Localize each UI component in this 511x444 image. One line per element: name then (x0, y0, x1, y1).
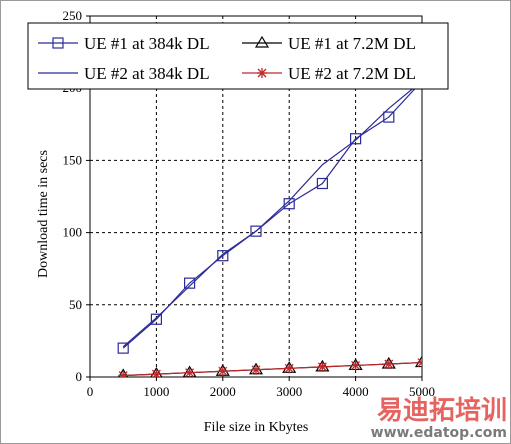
series-1-point (350, 133, 362, 145)
series-line-1 (122, 80, 422, 349)
legend-label-2: UE #2 at 384k DL (84, 64, 210, 83)
x-tick-label: 2000 (210, 384, 236, 399)
y-tick-label: 150 (63, 152, 83, 167)
series-layer (117, 75, 422, 377)
series-1-point (316, 177, 328, 190)
series-4-point (350, 360, 361, 371)
legend-label-1: UE #1 at 384k DL (84, 34, 210, 53)
legend-marker-1 (52, 37, 64, 49)
watermark: 易迪拓培训 www.edatop.com (371, 396, 507, 441)
series-4-point (184, 367, 195, 377)
series-3-point (414, 355, 422, 368)
x-tick-label: 4000 (343, 384, 369, 399)
watermark-url-text: www.edatop.com (371, 425, 507, 441)
x-tick-label: 3000 (276, 384, 302, 399)
legend-box (27, 22, 449, 90)
series-4-point (217, 366, 228, 377)
series-4-point (118, 370, 129, 377)
x-tick-label: 1000 (143, 384, 169, 399)
x-axis-label: File size in Kbytes (204, 420, 309, 435)
series-4-point (151, 369, 162, 377)
series-1-point (283, 198, 295, 210)
legend: UE #1 at 384k DL UE #2 at 384k DL UE #1 at… (27, 22, 449, 90)
series-3-point (118, 368, 129, 377)
series-4-point (383, 359, 394, 370)
series-4-point (317, 361, 328, 372)
legend-label-3: UE #1 at 7.2M DL (288, 34, 416, 53)
tick-labels: 010002000300040005000050100150200250 (63, 8, 436, 399)
series-line-4 (123, 361, 422, 377)
x-tick-label: 0 (87, 384, 94, 399)
series-1-point (150, 313, 162, 325)
y-tick-label: 100 (63, 225, 83, 240)
y-axis-label: Download time in secs (36, 150, 51, 278)
series-1-point (184, 277, 196, 289)
series-1-point (117, 342, 129, 354)
series-4-point (251, 364, 261, 375)
legend-marker-3 (254, 35, 270, 48)
y-tick-label: 250 (63, 8, 83, 23)
x-tick-label: 5000 (409, 384, 435, 399)
plot-area-border (89, 15, 423, 378)
legend-label-4: UE #2 at 7.2M DL (288, 64, 416, 83)
series-1-point (217, 250, 229, 262)
y-tick-label: 0 (76, 369, 83, 384)
series-1-point (383, 111, 395, 123)
watermark-cn-text: 易迪拓培训 (377, 396, 507, 426)
series-1-point (250, 225, 262, 237)
series-line-2 (122, 80, 422, 348)
y-tick-label: 50 (69, 297, 82, 312)
series-4-point (417, 357, 422, 368)
series-3-point (150, 366, 163, 377)
legend-marker-4 (257, 68, 267, 78)
series-4-point (284, 363, 295, 374)
